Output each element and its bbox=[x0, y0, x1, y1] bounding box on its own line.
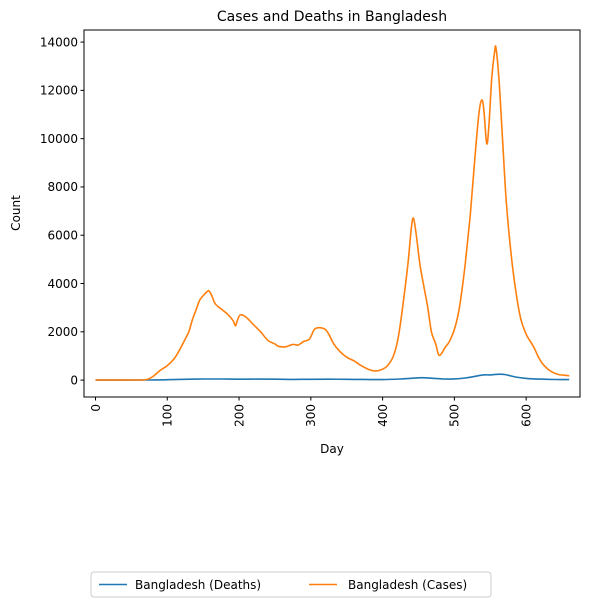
legend-label-cases: Bangladesh (Cases) bbox=[348, 578, 467, 592]
y-tick-label: 6000 bbox=[47, 229, 78, 243]
y-axis: 0 2000 4000 6000 8000 10000 12000 14000 bbox=[40, 35, 84, 387]
y-tick-label: 8000 bbox=[47, 180, 78, 194]
x-tick-label: 100 bbox=[161, 404, 175, 427]
y-tick-label: 0 bbox=[70, 373, 78, 387]
series-lines bbox=[95, 45, 570, 381]
y-axis-label: Count bbox=[9, 195, 23, 231]
x-tick-label: 600 bbox=[519, 404, 533, 427]
legend: Bangladesh (Deaths) Bangladesh (Cases) bbox=[90, 571, 492, 598]
x-tick-label: 300 bbox=[304, 404, 318, 427]
y-tick-label: 14000 bbox=[40, 35, 78, 49]
x-axis: 0 100 200 300 400 500 600 bbox=[89, 397, 533, 427]
x-tick-label: 400 bbox=[376, 404, 390, 427]
x-tick-label: 0 bbox=[89, 404, 103, 412]
legend-box bbox=[90, 571, 492, 598]
legend-label-deaths: Bangladesh (Deaths) bbox=[135, 578, 261, 592]
y-tick-label: 2000 bbox=[47, 325, 78, 339]
x-axis-label: Day bbox=[320, 442, 344, 456]
x-tick-label: 500 bbox=[448, 404, 462, 427]
plot-area-frame bbox=[83, 29, 581, 398]
x-tick-label: 200 bbox=[232, 404, 246, 427]
y-tick-label: 10000 bbox=[40, 132, 78, 146]
y-tick-label: 12000 bbox=[40, 84, 78, 98]
series-line-1 bbox=[95, 45, 570, 381]
chart-title: Cases and Deaths in Bangladesh bbox=[217, 9, 447, 25]
y-tick-label: 4000 bbox=[47, 277, 78, 291]
series-line-0 bbox=[95, 373, 570, 381]
